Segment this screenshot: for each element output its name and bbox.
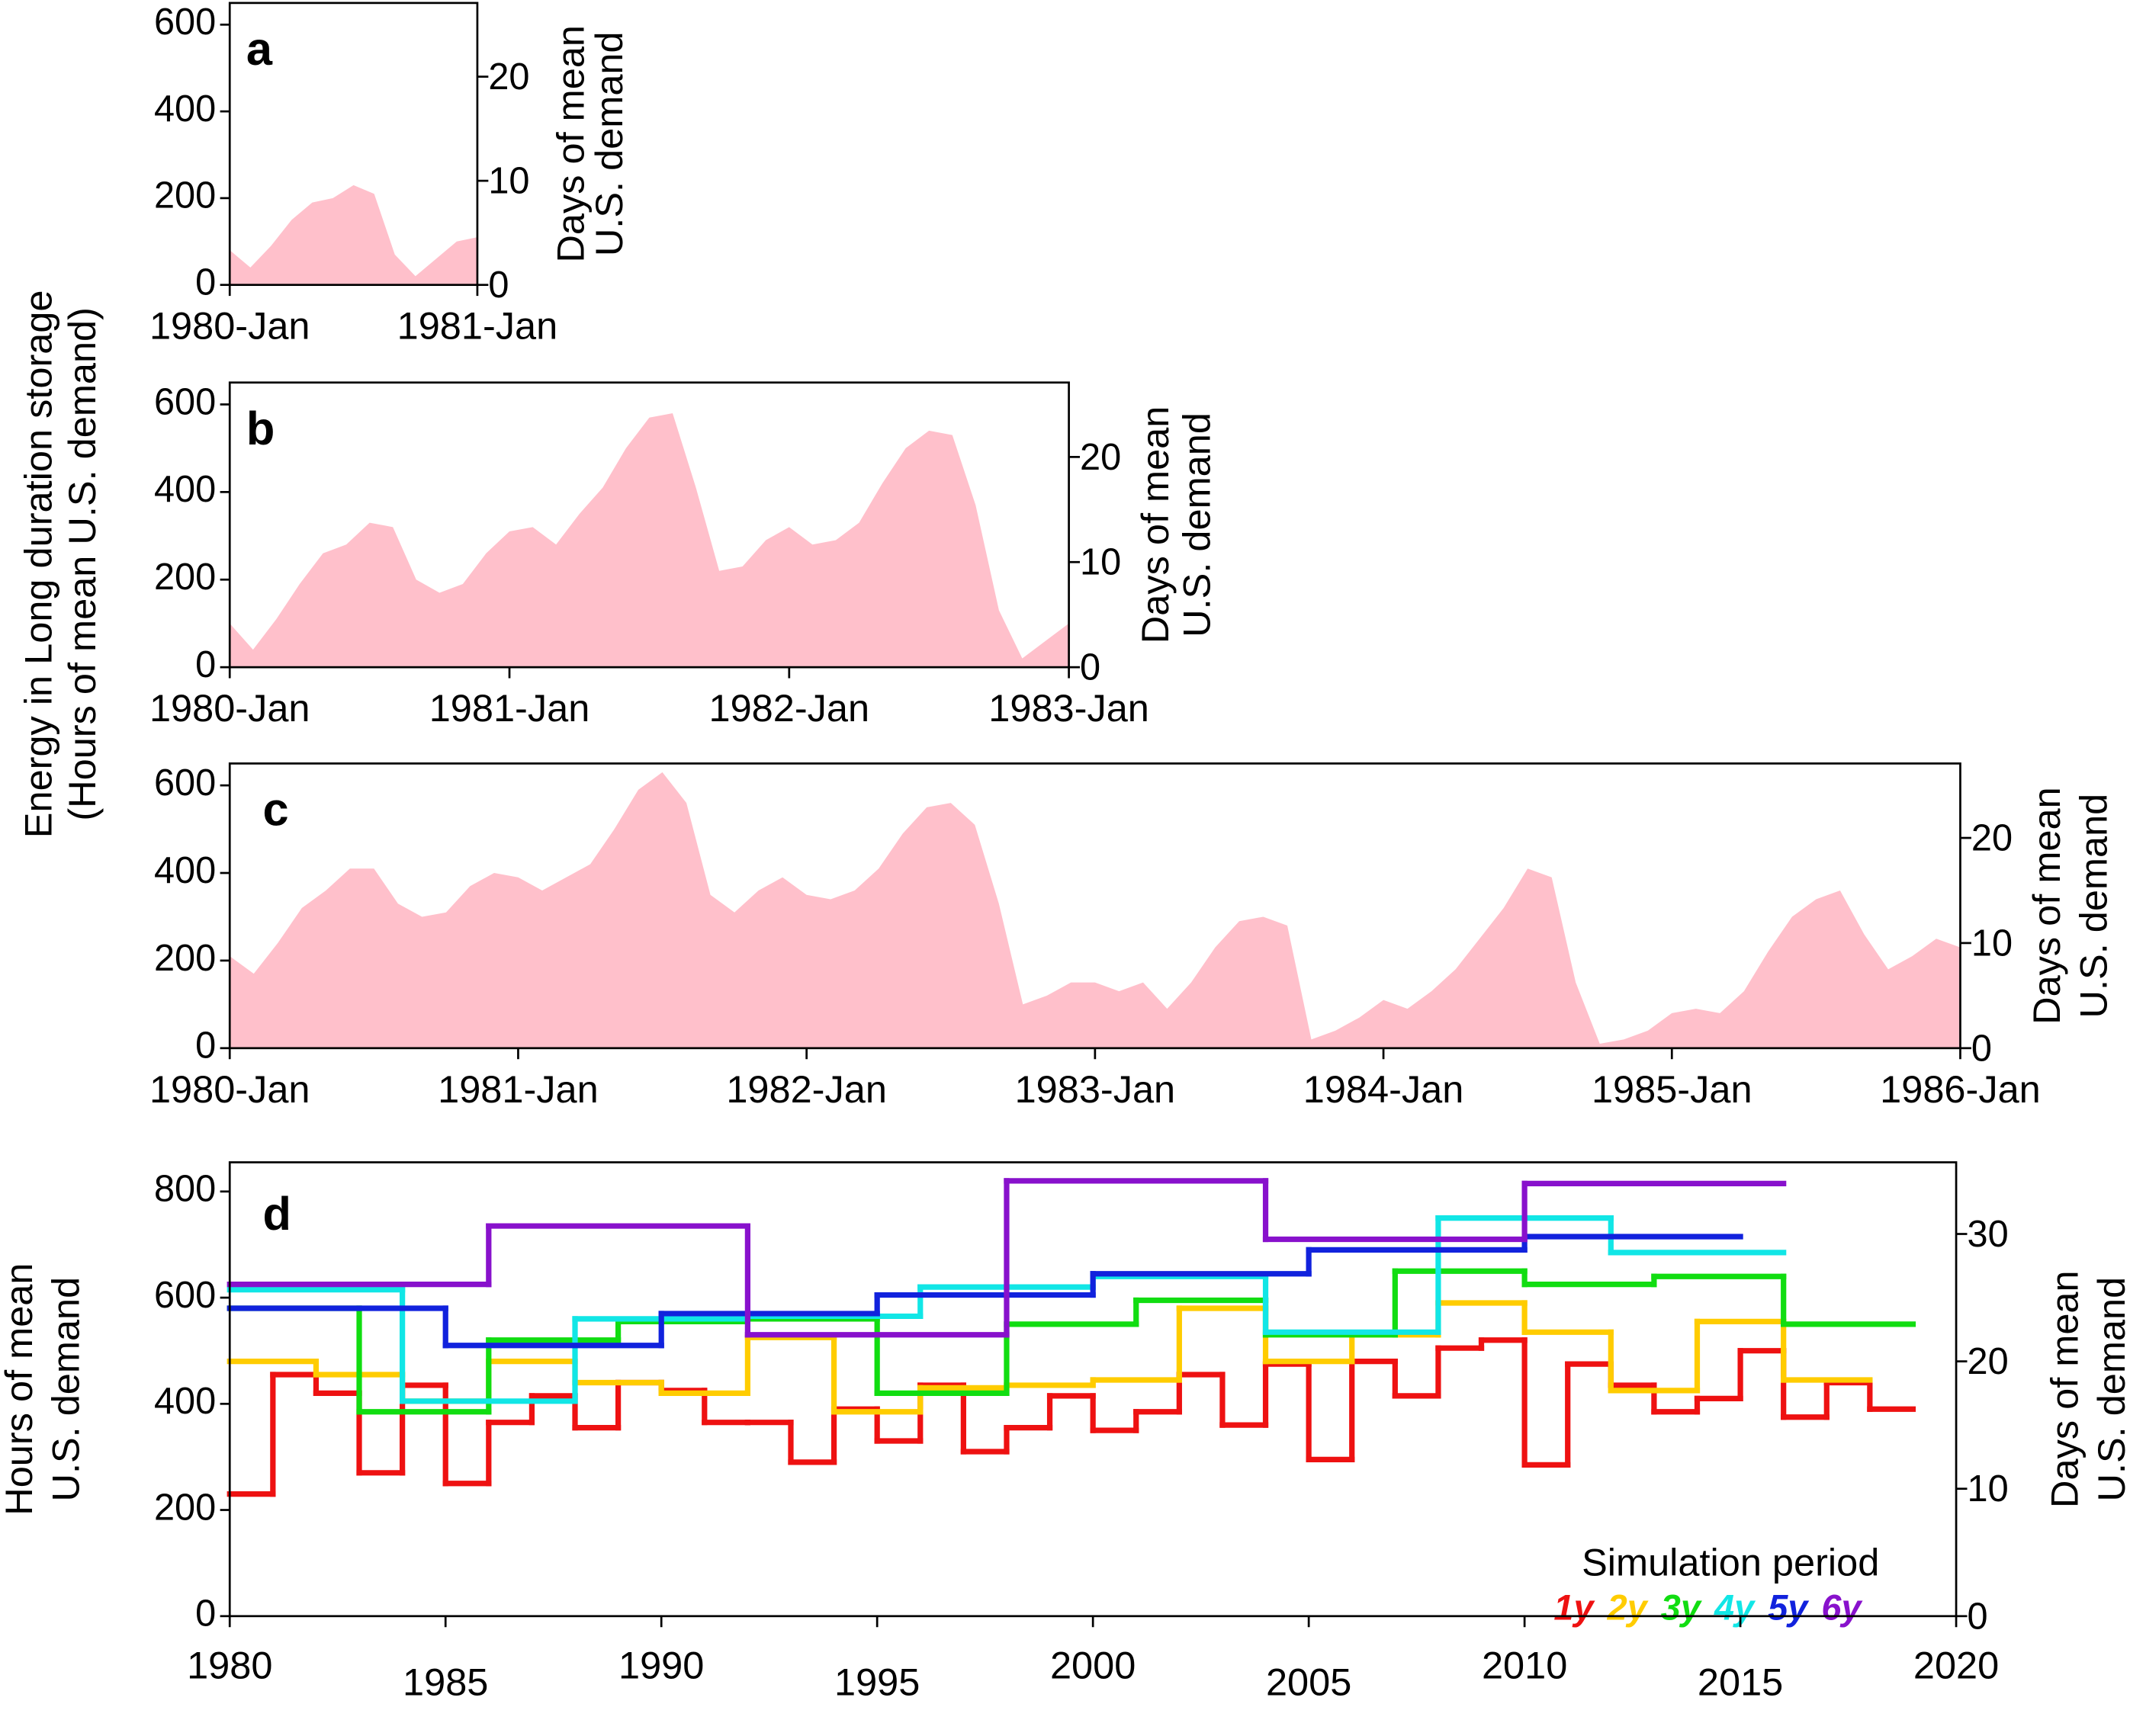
series-5y xyxy=(226,1234,1743,1349)
y2-tick-label: 10 xyxy=(1971,923,2013,964)
panel-label: d xyxy=(263,1187,291,1240)
series-6y xyxy=(226,1178,1787,1338)
y-tick-label: 0 xyxy=(195,1025,216,1067)
y-tick-label: 400 xyxy=(154,850,216,891)
x-tick-label: 1983-Jan xyxy=(1015,1067,1176,1111)
y-axis-title: Hours of mean xyxy=(0,1263,40,1516)
legend-entry: 2y xyxy=(1607,1588,1650,1628)
x-tick-label: 1984-Jan xyxy=(1303,1067,1464,1111)
y-tick-label: 600 xyxy=(154,762,216,804)
y-tick-label: 800 xyxy=(154,1169,216,1210)
x-tick-label: 2010 xyxy=(1482,1644,1567,1687)
y2-axis-title: Days of mean xyxy=(2025,787,2068,1025)
legend-title: Simulation period xyxy=(1582,1540,1879,1584)
y-tick-label: 200 xyxy=(154,175,216,217)
x-tick-label: 1985 xyxy=(403,1660,488,1703)
y-tick-label: 200 xyxy=(154,557,216,598)
y2-tick-label: 30 xyxy=(1968,1214,2009,1255)
y-tick-label: 0 xyxy=(195,644,216,685)
panel-label: b xyxy=(246,402,275,454)
y-tick-label: 400 xyxy=(154,1381,216,1422)
x-tick-label: 1981-Jan xyxy=(438,1067,599,1111)
y2-tick-label: 0 xyxy=(488,265,509,306)
x-tick-label: 1980 xyxy=(187,1644,272,1687)
y-tick-label: 600 xyxy=(154,381,216,422)
x-tick-label: 1982-Jan xyxy=(726,1067,887,1111)
x-tick-label: 2000 xyxy=(1050,1644,1136,1687)
legend: 1y 2y 3y 4y 5y 6y xyxy=(1553,1588,1863,1628)
y2-tick-label: 20 xyxy=(1968,1341,2009,1382)
legend-entry: 1y xyxy=(1553,1588,1595,1628)
y-tick-label: 200 xyxy=(154,938,216,979)
legend-entry: 4y xyxy=(1714,1588,1756,1628)
x-tick-label: 1982-Jan xyxy=(709,686,870,730)
y2-tick-label: 20 xyxy=(488,56,529,98)
y2-tick-label: 20 xyxy=(1080,437,1121,478)
legend-entry: 3y xyxy=(1661,1588,1703,1628)
y2-axis-title: Days of mean xyxy=(2043,1270,2087,1508)
x-tick-label: 2005 xyxy=(1266,1660,1351,1703)
x-tick-label: 1981-Jan xyxy=(429,686,590,730)
x-tick-label: 1981-Jan xyxy=(397,304,558,348)
y2-tick-label: 20 xyxy=(1971,817,2013,858)
y2-axis-title: U.S. demand xyxy=(2071,794,2115,1019)
y2-tick-label: 0 xyxy=(1080,647,1100,688)
x-tick-label: 2020 xyxy=(1913,1644,1999,1687)
area xyxy=(230,412,1069,668)
y2-axis-title: U.S. demand xyxy=(2090,1277,2133,1502)
y2-axis-title: Days of mean xyxy=(549,25,593,263)
legend-entry: 6y xyxy=(1821,1588,1863,1628)
y2-tick-label: 10 xyxy=(1080,542,1121,583)
y2-tick-label: 0 xyxy=(1968,1596,1988,1637)
area xyxy=(230,185,477,285)
y-tick-label: 600 xyxy=(154,2,216,43)
y-axis-title: (Hours of mean U.S. demand) xyxy=(60,307,104,821)
y-tick-label: 0 xyxy=(195,1593,216,1635)
y2-axis-title: U.S. demand xyxy=(1174,412,1218,637)
y2-axis-title: Days of mean xyxy=(1133,406,1177,644)
panel-label: c xyxy=(263,783,289,836)
x-tick-label: 1995 xyxy=(834,1660,920,1703)
y-tick-label: 600 xyxy=(154,1275,216,1316)
x-tick-label: 1985-Jan xyxy=(1592,1067,1752,1111)
y-tick-label: 0 xyxy=(195,262,216,303)
x-tick-label: 1980-Jan xyxy=(149,1067,310,1111)
x-tick-label: 1980-Jan xyxy=(149,304,310,348)
y-axis-title: Energy in Long duration storage xyxy=(16,290,59,838)
y-tick-label: 200 xyxy=(154,1487,216,1528)
y-tick-label: 400 xyxy=(154,469,216,510)
panel-label: a xyxy=(246,22,273,75)
plot-frame xyxy=(228,2,479,287)
x-tick-label: 1990 xyxy=(618,1644,704,1687)
x-tick-label: 1983-Jan xyxy=(988,686,1149,730)
x-tick-label: 1980-Jan xyxy=(149,686,310,730)
x-tick-label: 1986-Jan xyxy=(1880,1067,2041,1111)
legend-entry: 5y xyxy=(1768,1588,1810,1628)
y2-axis-title: U.S. demand xyxy=(587,31,631,256)
series-1y xyxy=(226,1337,1916,1497)
x-tick-label: 2015 xyxy=(1698,1660,1783,1703)
y-tick-label: 400 xyxy=(154,88,216,130)
area xyxy=(230,772,1961,1048)
y-axis-title: U.S. demand xyxy=(44,1277,88,1502)
plot-frame xyxy=(228,381,1070,669)
y2-tick-label: 10 xyxy=(488,161,529,202)
y2-tick-label: 10 xyxy=(1968,1468,2009,1510)
y2-tick-label: 0 xyxy=(1971,1028,1992,1069)
